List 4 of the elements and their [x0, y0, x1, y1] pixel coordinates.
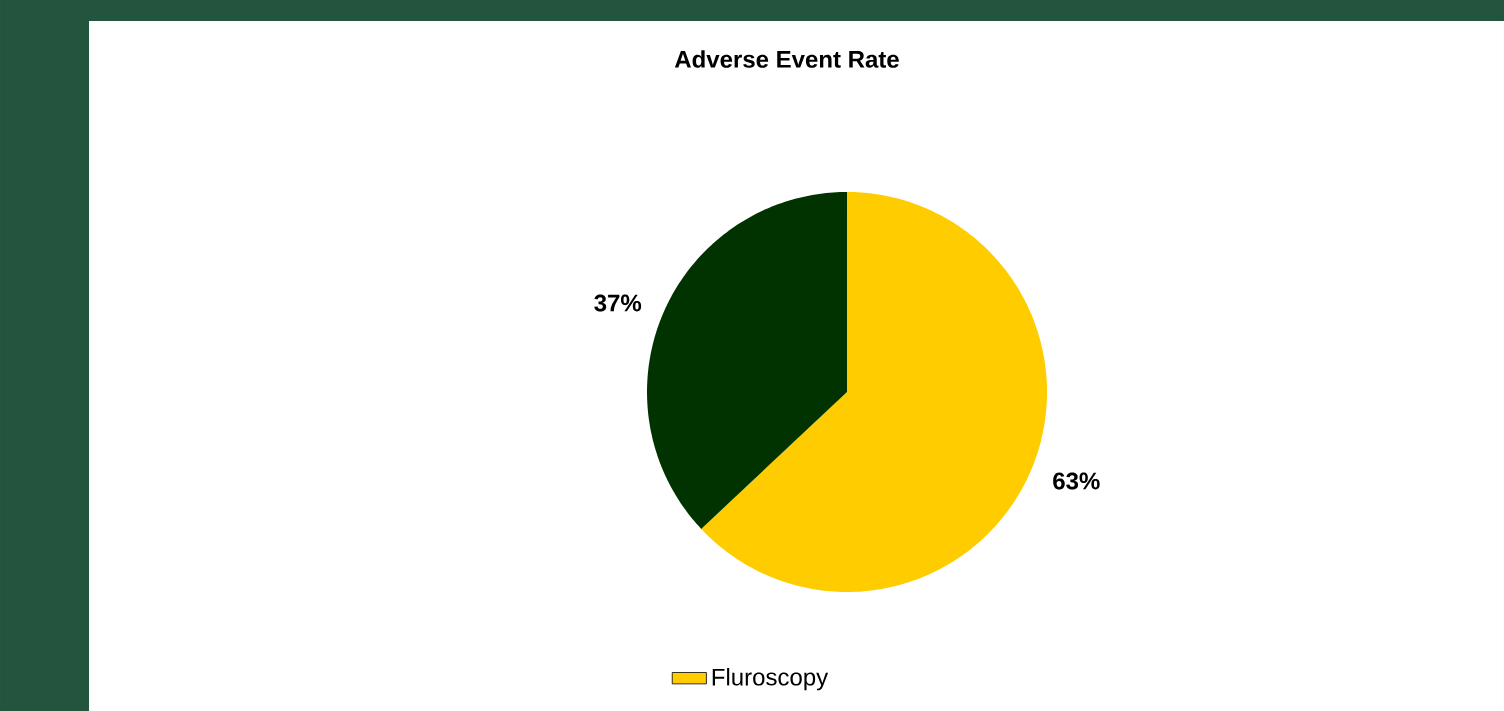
chart-title: Adverse Event Rate	[674, 50, 899, 68]
data-label: 37%	[594, 294, 642, 312]
data-label: 63%	[1053, 472, 1100, 490]
legend-label: Fluroscopy	[712, 668, 829, 691]
